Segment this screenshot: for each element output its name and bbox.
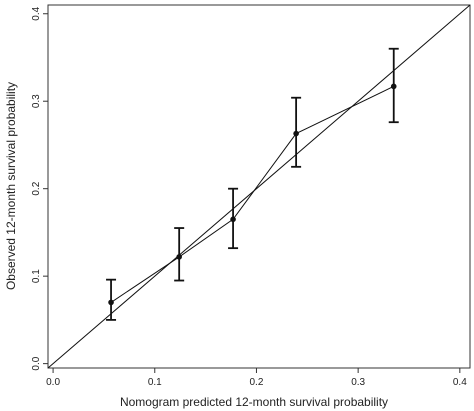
y-tick-label: 0.3: [31, 94, 42, 108]
data-point: [293, 130, 299, 137]
x-tick-label: 0.1: [148, 377, 162, 388]
error-bars: [106, 47, 399, 321]
plot-frame: [47, 4, 471, 369]
data-point: [176, 254, 182, 260]
x-tick-label: 0.0: [46, 377, 60, 388]
x-axis-ticks: 0.0 0.1 0.2 0.3 0.4: [46, 368, 467, 388]
x-axis-label: Nomogram predicted 12-month survival pro…: [120, 395, 388, 409]
y-tick-label: 0.2: [31, 181, 42, 195]
data-point: [108, 299, 114, 306]
y-tick-label: 0.4: [31, 6, 42, 20]
data-points: [108, 83, 397, 306]
x-tick-label: 0.4: [453, 377, 467, 388]
data-point: [230, 216, 236, 223]
series-line: [110, 85, 394, 303]
y-axis-label: Observed 12-month survival probability: [4, 82, 18, 290]
x-tick-label: 0.3: [351, 377, 365, 388]
reference-diagonal-line: [47, 4, 471, 369]
x-tick-label: 0.2: [250, 377, 264, 388]
y-axis-ticks: 0.0 0.1 0.2 0.3 0.4: [31, 6, 48, 371]
data-point: [390, 83, 397, 90]
y-tick-label: 0.0: [31, 356, 42, 370]
y-tick-label: 0.1: [31, 269, 42, 283]
